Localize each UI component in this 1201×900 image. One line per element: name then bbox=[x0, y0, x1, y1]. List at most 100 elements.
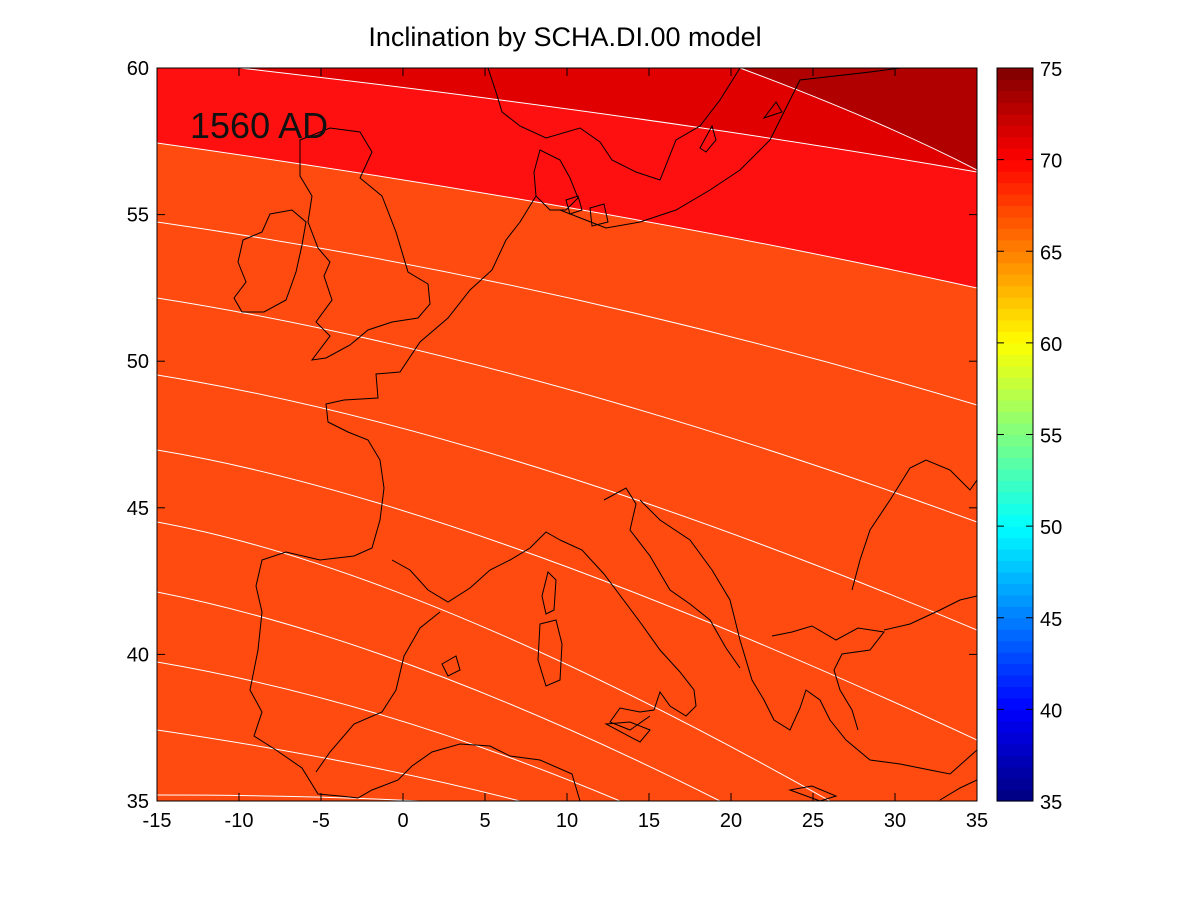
contour-line bbox=[157, 221, 977, 406]
contour-line bbox=[157, 729, 521, 801]
colorbar-tick-label: 60 bbox=[1040, 334, 1062, 356]
colorbar-tick-label: 35 bbox=[1040, 792, 1062, 814]
colorbar-step bbox=[997, 182, 1033, 195]
colorbar-step bbox=[997, 560, 1033, 573]
colorbar-step bbox=[997, 228, 1033, 241]
colorbar-step bbox=[997, 159, 1033, 172]
colorbar-fill bbox=[997, 68, 1033, 802]
epoch-label: 1560 AD bbox=[190, 105, 328, 146]
contour-line bbox=[157, 591, 721, 801]
x-tick-label: 15 bbox=[638, 810, 660, 832]
y-tick-label: 50 bbox=[127, 351, 149, 373]
colorbar-step bbox=[997, 308, 1033, 321]
colorbar-step bbox=[997, 686, 1033, 699]
coastline-baltic-south bbox=[559, 68, 901, 229]
colorbar-step bbox=[997, 766, 1033, 779]
coastline-iberia-east bbox=[391, 531, 561, 603]
colorbar-step bbox=[997, 445, 1033, 459]
colorbar-step bbox=[997, 297, 1033, 310]
contour-band-72 bbox=[740, 68, 977, 170]
colorbar-step bbox=[997, 423, 1033, 436]
colorbar-step bbox=[997, 480, 1033, 493]
colorbar-step bbox=[997, 285, 1033, 298]
y-tick-label: 55 bbox=[127, 205, 149, 227]
x-tick-label: 5 bbox=[479, 810, 490, 832]
colorbar-step bbox=[997, 606, 1033, 619]
coastline-italy bbox=[559, 539, 697, 731]
colorbar-step bbox=[997, 491, 1033, 504]
coastline-crete bbox=[788, 785, 838, 801]
colorbar-step bbox=[997, 68, 1033, 81]
x-tick-label: 0 bbox=[397, 810, 408, 832]
contour-band-68 bbox=[157, 68, 977, 801]
colorbar-step bbox=[997, 629, 1033, 642]
map-plot: 1560 AD -15 -10 -5 0 5 10 15 20 25 30 35 60 55 50 45 4… bbox=[127, 58, 988, 832]
colorbar-step bbox=[997, 411, 1033, 424]
colorbar-step bbox=[997, 697, 1033, 710]
coastline-sicily bbox=[604, 721, 651, 743]
coastline-iberia-south bbox=[315, 611, 441, 773]
colorbar-tick-label: 70 bbox=[1040, 151, 1062, 173]
colorbar-step bbox=[997, 675, 1033, 688]
colorbar-step bbox=[997, 652, 1033, 665]
colorbar-step bbox=[997, 79, 1033, 92]
colorbar-step bbox=[997, 102, 1033, 115]
x-axis: -15 -10 -5 0 5 10 15 20 25 30 35 bbox=[143, 68, 988, 832]
colorbar-step bbox=[997, 125, 1033, 138]
colorbar-tick-label: 45 bbox=[1040, 609, 1062, 631]
colorbar-step bbox=[997, 457, 1033, 470]
colorbar-step bbox=[997, 617, 1033, 630]
coastline-gotland bbox=[699, 124, 717, 153]
colorbar-step bbox=[997, 571, 1033, 584]
x-tick-label: 20 bbox=[720, 810, 742, 832]
y-tick-label: 60 bbox=[127, 58, 149, 80]
inclination-contour-fill bbox=[157, 68, 977, 801]
colorbar-step bbox=[997, 274, 1033, 287]
colorbar-step bbox=[997, 193, 1033, 207]
coastline-western-europe bbox=[249, 195, 581, 801]
coastline-great-britain bbox=[299, 127, 431, 361]
colorbar-step bbox=[997, 400, 1033, 413]
x-tick-label: 25 bbox=[802, 810, 824, 832]
x-tick-label: 10 bbox=[556, 810, 578, 832]
coastline-sardinia bbox=[537, 619, 563, 687]
colorbar-step bbox=[997, 663, 1033, 676]
coastline-corsica bbox=[541, 571, 557, 615]
x-tick-label: 35 bbox=[966, 810, 988, 832]
coastline-danish-islands bbox=[565, 195, 609, 227]
colorbar-step bbox=[997, 503, 1033, 516]
colorbar-step bbox=[997, 743, 1033, 756]
contour-line bbox=[157, 521, 831, 801]
colorbar-step bbox=[997, 331, 1033, 344]
colorbar-step bbox=[997, 549, 1033, 562]
coastline-balkans bbox=[639, 499, 977, 775]
colorbar-step bbox=[997, 514, 1033, 527]
colorbar-step bbox=[997, 365, 1033, 378]
colorbar-step bbox=[997, 90, 1033, 103]
colorbar-tick-label: 75 bbox=[1040, 59, 1062, 81]
contour-line bbox=[157, 449, 977, 741]
colorbar-step bbox=[997, 720, 1033, 733]
colorbar-ticks: 75 70 65 60 55 50 45 40 35 bbox=[997, 59, 1062, 814]
contour-line bbox=[239, 68, 977, 173]
coastline-balearics bbox=[441, 655, 461, 677]
contour-line bbox=[739, 68, 977, 171]
y-tick-label: 45 bbox=[127, 498, 149, 520]
colorbar-step bbox=[997, 709, 1033, 722]
colorbar-step bbox=[997, 583, 1033, 596]
colorbar-step bbox=[997, 755, 1033, 768]
colorbar-step bbox=[997, 136, 1033, 149]
colorbar-step bbox=[997, 468, 1033, 481]
contour-line bbox=[157, 297, 977, 523]
colorbar-step bbox=[997, 262, 1033, 275]
contour-line bbox=[157, 661, 621, 801]
y-axis: 60 55 50 45 40 35 bbox=[127, 58, 977, 813]
colorbar-step bbox=[997, 148, 1033, 161]
colorbar-step bbox=[997, 251, 1033, 264]
colorbar-step bbox=[997, 789, 1033, 802]
colorbar-step bbox=[997, 732, 1033, 745]
y-tick-label: 40 bbox=[127, 644, 149, 666]
colorbar-step bbox=[997, 216, 1033, 229]
